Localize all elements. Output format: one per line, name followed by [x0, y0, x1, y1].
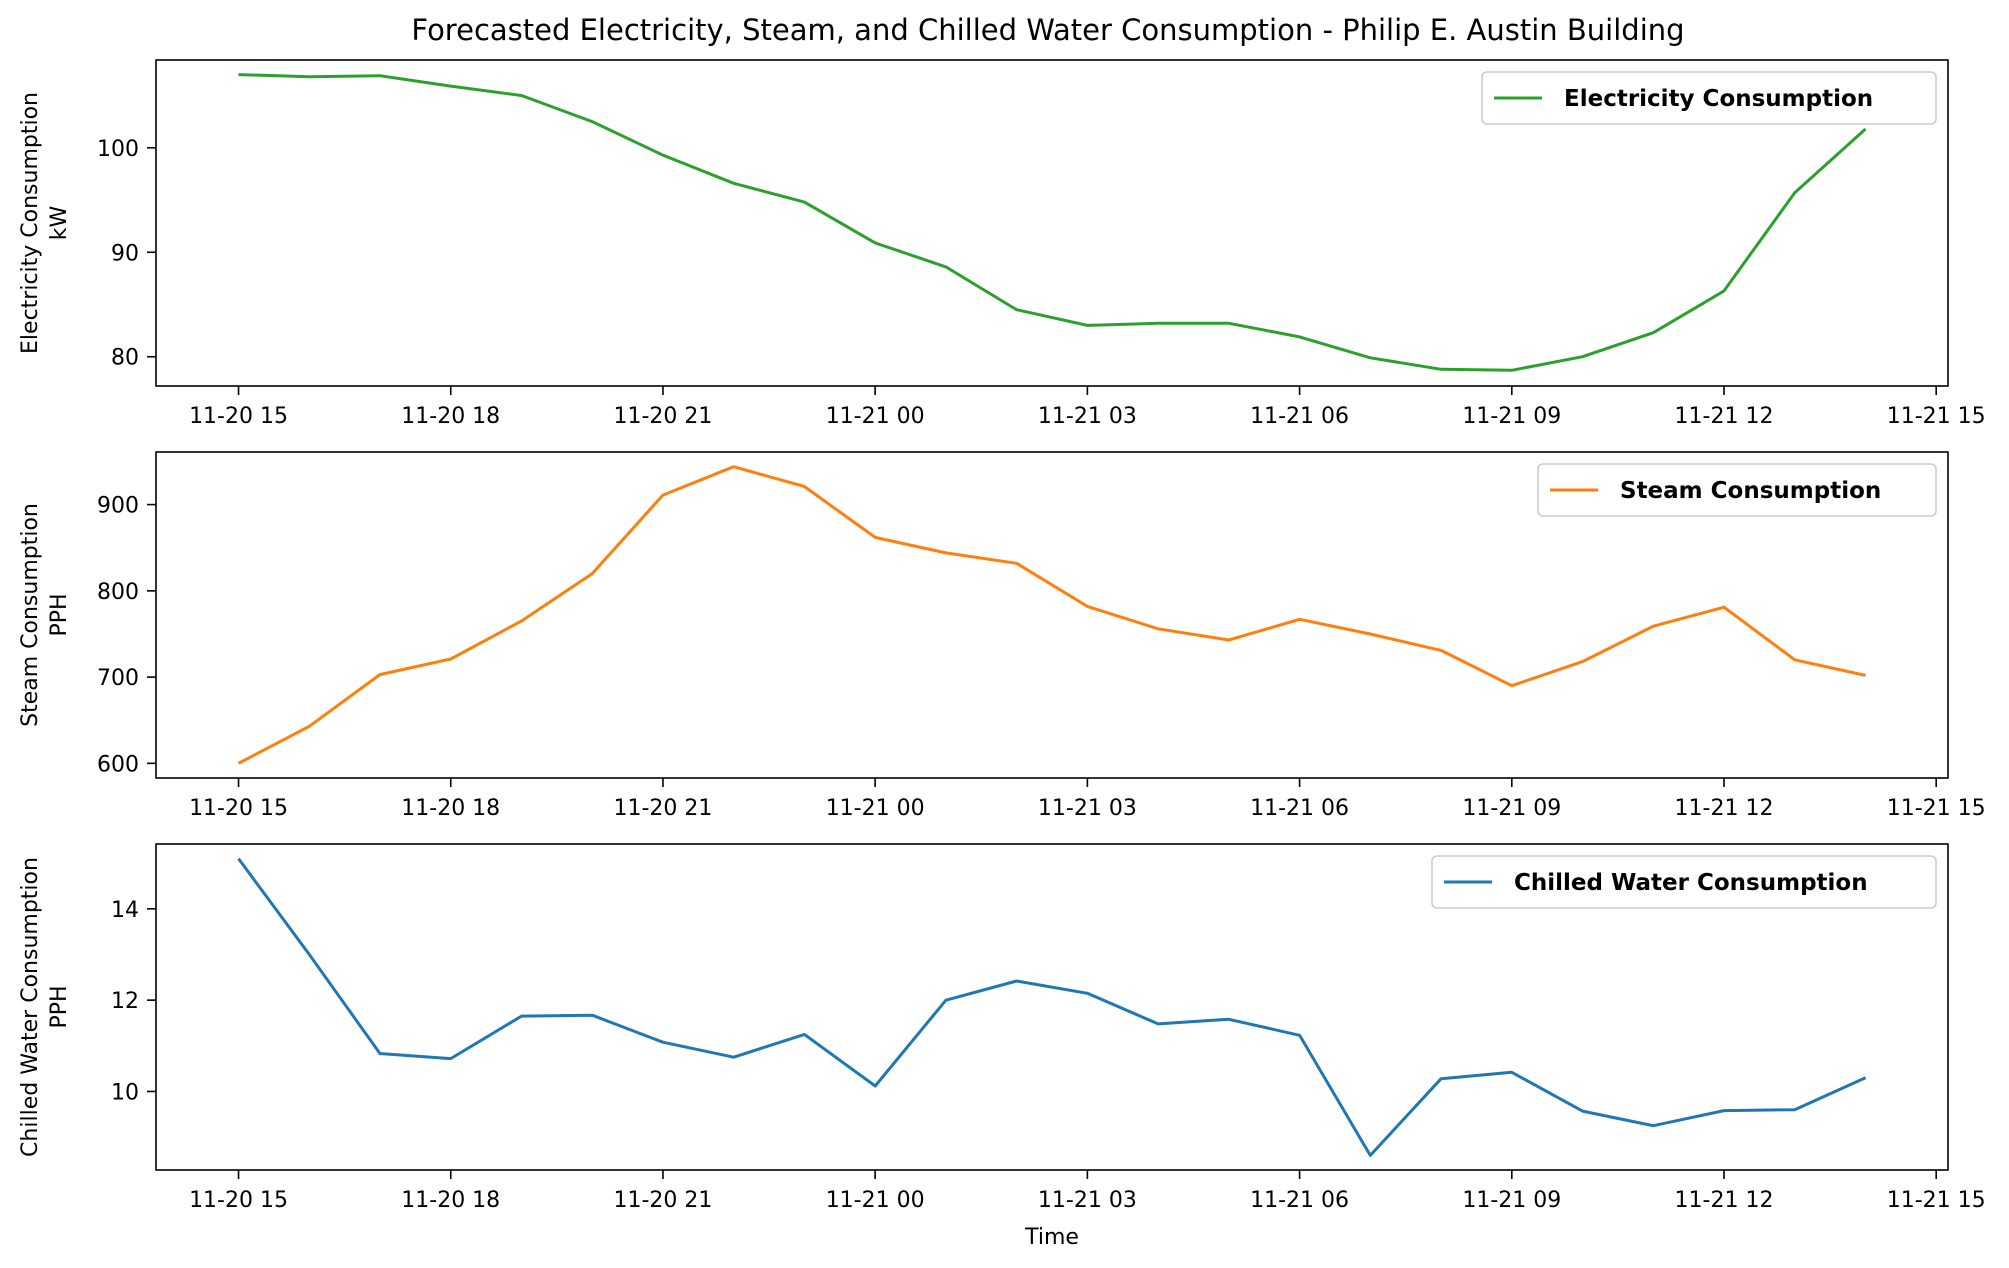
electricity-y-tick-label: 100: [97, 137, 139, 162]
electricity-axes-frame: [155, 59, 1949, 387]
steam-x-tick-label: 11-21 12: [1675, 796, 1774, 821]
steam-x-tick-label: 11-21 06: [1250, 796, 1349, 821]
electricity-y-tick-label: 80: [111, 346, 139, 371]
chilled-water-y-tick-label: 14: [111, 898, 139, 923]
electricity-legend-box: [1481, 71, 1937, 125]
steam-legend: Steam Consumption: [1537, 463, 1937, 517]
chilled-water-legend-box: [1431, 855, 1937, 909]
chilled-water-x-tick-label: 11-21 12: [1675, 1188, 1774, 1213]
steam-series-line: [237, 465, 1866, 765]
chilled-water-x-tick-label: 11-20 15: [189, 1188, 288, 1213]
steam-legend-box: [1537, 463, 1937, 517]
chilled-water-ylabel: Chilled Water Consumption: [18, 857, 43, 1157]
chilled-water-legend-label: Chilled Water Consumption: [1514, 870, 1868, 896]
chilled-water-panel: 11-20 15 11-20 18 11-20 21 11-21 00 11-21 03…: [18, 843, 1986, 1250]
electricity-x-tick-label: 11-21 15: [1887, 404, 1986, 429]
steam-x-tick-label: 11-21 00: [826, 796, 925, 821]
electricity-x-tick-label: 11-20 15: [189, 404, 288, 429]
steam-y-tick-label: 700: [97, 666, 139, 691]
steam-axes-frame: [155, 451, 1949, 779]
steam-y-tick-label: 900: [97, 494, 139, 519]
electricity-x-tick-label: 11-21 06: [1250, 404, 1349, 429]
electricity-x-tick-label: 11-21 09: [1462, 404, 1561, 429]
steam-x-tick-label: 11-20 15: [189, 796, 288, 821]
electricity-y-tick-label: 90: [111, 241, 139, 266]
chilled-water-x-tick-label: 11-21 00: [826, 1188, 925, 1213]
chilled-water-ylabel-unit: PPH: [47, 985, 72, 1028]
electricity-x-tick-label: 11-20 21: [613, 404, 712, 429]
chilled-water-xlabel: Time: [1024, 1225, 1079, 1250]
panels: 11-20 15 11-20 18 11-20 21 11-21 00 11-21 03…: [18, 59, 1986, 1250]
chilled-water-x-tick-label: 11-21 09: [1462, 1188, 1561, 1213]
electricity-x-tick-label: 11-21 12: [1675, 404, 1774, 429]
chilled-water-y-tick-label: 12: [111, 989, 139, 1014]
steam-panel: 11-20 15 11-20 18 11-20 21 11-21 00 11-21 03…: [18, 451, 1986, 821]
chilled-water-y-tick-label: 10: [111, 1080, 139, 1105]
chilled-water-x-tick-label: 11-21 06: [1250, 1188, 1349, 1213]
steam-x-tick-label: 11-20 21: [613, 796, 712, 821]
electricity-ylabel-unit: kW: [47, 206, 72, 241]
steam-legend-label: Steam Consumption: [1620, 478, 1881, 504]
steam-ylabel-unit: PPH: [47, 593, 72, 636]
electricity-panel: 11-20 15 11-20 18 11-20 21 11-21 00 11-21 03…: [18, 59, 1986, 429]
steam-y-tick-label: 600: [97, 752, 139, 777]
electricity-series-line: [238, 73, 1867, 372]
steam-x-tick-label: 11-21 09: [1462, 796, 1561, 821]
chilled-water-x-tick-label: 11-20 18: [401, 1188, 500, 1213]
steam-ylabel: Steam Consumption: [18, 503, 43, 727]
steam-x-tick-label: 11-20 18: [401, 796, 500, 821]
chilled-water-legend: Chilled Water Consumption: [1431, 855, 1937, 909]
electricity-x-tick-label: 11-21 03: [1038, 404, 1137, 429]
electricity-x-tick-label: 11-21 00: [826, 404, 925, 429]
chilled-water-axes-frame: [155, 843, 1949, 1171]
electricity-legend: Electricity Consumption: [1481, 71, 1937, 125]
figure-title: Forecasted Electricity, Steam, and Chill…: [411, 13, 1684, 47]
chilled-water-series-line: [237, 857, 1867, 1157]
electricity-legend-label: Electricity Consumption: [1564, 86, 1873, 112]
steam-x-tick-label: 11-21 03: [1038, 796, 1137, 821]
chilled-water-x-tick-label: 11-21 15: [1887, 1188, 1986, 1213]
electricity-x-tick-label: 11-20 18: [401, 404, 500, 429]
steam-x-tick-label: 11-21 15: [1887, 796, 1986, 821]
chilled-water-x-tick-label: 11-20 21: [613, 1188, 712, 1213]
electricity-ylabel: Electricity Consumption: [18, 92, 43, 354]
steam-y-tick-label: 800: [97, 580, 139, 605]
chilled-water-x-tick-label: 11-21 03: [1038, 1188, 1137, 1213]
